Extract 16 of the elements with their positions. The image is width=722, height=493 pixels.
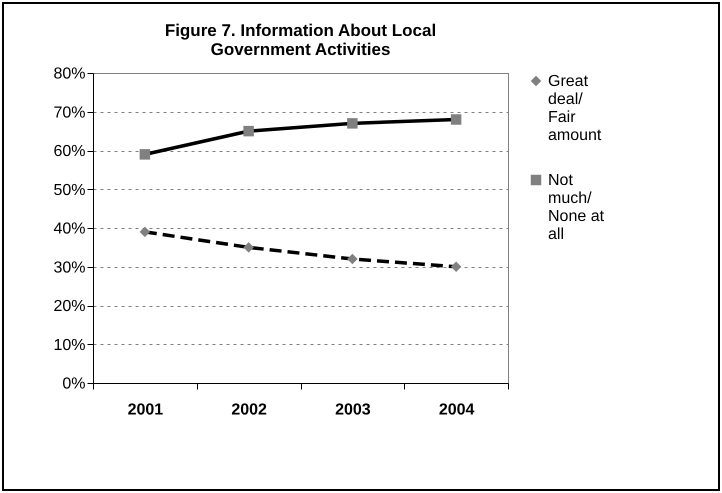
- y-tick-label: 40%: [53, 220, 86, 238]
- y-tick-label: 0%: [62, 376, 86, 392]
- y-tick-label: 50%: [53, 182, 86, 199]
- x-tick-label: 2001: [128, 402, 164, 418]
- chart-title: Figure 7. Information About Local Government Activities: [164, 21, 436, 59]
- x-tick-label: 2004: [438, 402, 475, 418]
- legend-label: Great deal/ Fair amount: [548, 73, 602, 144]
- x-tick-label: 2003: [335, 402, 371, 418]
- legend-label: Not much/ None at all: [548, 172, 605, 243]
- y-tick-label: 70%: [53, 104, 86, 122]
- y-tick-label: 10%: [53, 336, 86, 354]
- y-tick-label: 20%: [53, 298, 86, 315]
- x-tick-label: 2002: [231, 402, 268, 418]
- y-tick-label: 80%: [53, 66, 86, 82]
- y-tick-label: 30%: [53, 259, 86, 276]
- y-tick-label: 60%: [53, 143, 86, 160]
